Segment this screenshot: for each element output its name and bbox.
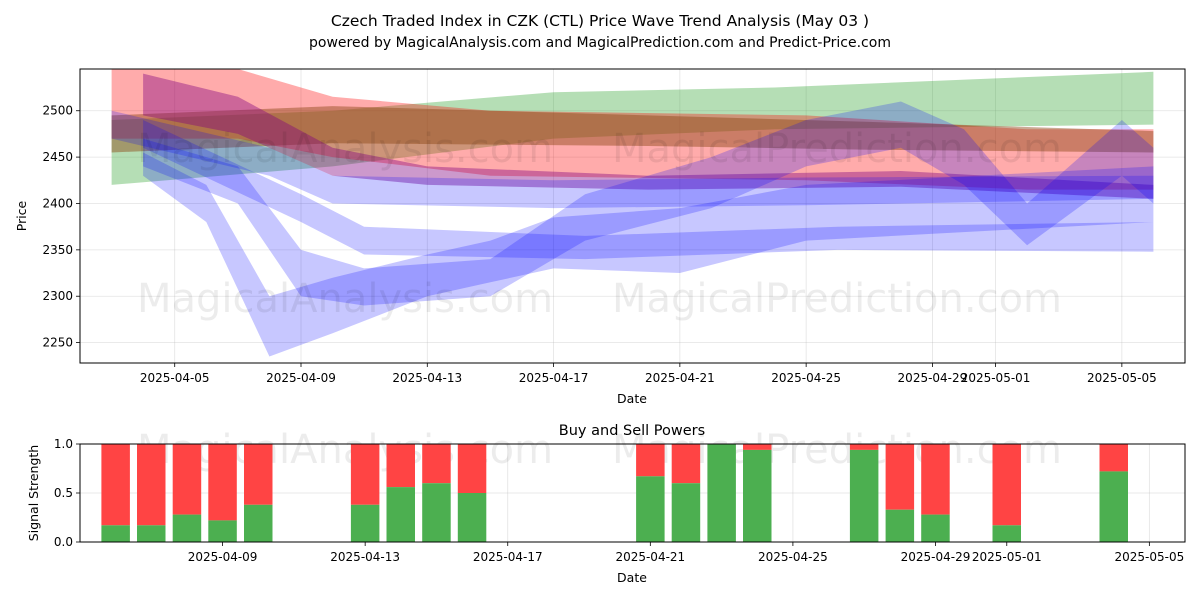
buy-bar — [101, 525, 130, 542]
buy-sell-x-tick-label: 2025-05-05 — [1114, 550, 1184, 564]
sell-bar — [921, 444, 950, 515]
buy-sell-bars — [101, 444, 1128, 542]
buy-sell-x-tick-label: 2025-04-17 — [473, 550, 543, 564]
buy-bar — [172, 514, 202, 542]
price-x-tick-label: 2025-04-21 — [645, 371, 715, 385]
sell-bar — [208, 444, 237, 521]
price-y-tick-label: 2400 — [42, 196, 73, 210]
price-y-tick-label: 2450 — [42, 150, 73, 164]
price-x-tick-label: 2025-04-13 — [392, 371, 462, 385]
price-plot-frame — [79, 68, 1186, 364]
buy-sell-x-tick-label: 2025-04-29 — [901, 550, 971, 564]
sell-bar — [422, 444, 451, 484]
sell-bar — [885, 444, 915, 510]
sell-bar — [636, 444, 665, 477]
price-band-red-1 — [111, 69, 1154, 190]
price-watermarks: MagicalAnalysis.com MagicalPrediction.co… — [137, 126, 1062, 322]
buy-bar — [636, 476, 665, 542]
sell-bar — [671, 444, 701, 484]
price-band-brown-2 — [111, 106, 1154, 153]
buy-bar — [208, 520, 237, 542]
buy-bar — [350, 504, 380, 542]
price-band-blue-4 — [111, 110, 1154, 209]
price-x-tick-label: 2025-05-05 — [1087, 371, 1157, 385]
sell-bar — [137, 444, 166, 526]
watermark-prediction-2: MagicalPrediction.com — [612, 276, 1062, 322]
buy-sell-x-tick-label: 2025-04-25 — [758, 550, 828, 564]
sell-bar — [350, 444, 380, 505]
buy-bar — [992, 525, 1021, 542]
price-x-tick-label: 2025-04-05 — [140, 371, 210, 385]
buy-sell-x-tick-label: 2025-04-13 — [330, 550, 400, 564]
sell-bar — [1099, 444, 1128, 472]
price-band-blue-6 — [143, 101, 1154, 306]
sell-bar — [457, 444, 487, 493]
buy-bar — [707, 444, 736, 542]
buy-sell-title: Buy and Sell Powers — [559, 423, 705, 439]
buy-sell-plot: Buy and Sell Powers MagicalAnalysis.com … — [26, 423, 1186, 585]
watermark-analysis: MagicalAnalysis.com — [137, 126, 553, 172]
buy-bar — [849, 449, 879, 542]
sell-bar — [386, 444, 415, 488]
price-band-blue-5 — [143, 120, 1154, 260]
buy-bar — [743, 449, 772, 542]
sell-bar — [172, 444, 202, 515]
buy-sell-x-tick-label: 2025-05-01 — [972, 550, 1042, 564]
buy-bar — [137, 525, 166, 542]
buy-bar — [921, 514, 950, 542]
price-x-tick-label: 2025-04-17 — [519, 371, 589, 385]
chart-title: Czech Traded Index in CZK (CTL) Price Wa… — [331, 12, 869, 30]
price-x-tick-label: 2025-04-25 — [771, 371, 841, 385]
sell-bar — [743, 444, 772, 450]
buy-sell-x-tick-label: 2025-04-09 — [188, 550, 258, 564]
watermark-prediction: MagicalPrediction.com — [612, 126, 1062, 172]
buy-bar — [671, 483, 701, 542]
price-y-tick-label: 2300 — [42, 289, 73, 303]
watermark-analysis-2: MagicalAnalysis.com — [137, 276, 553, 322]
buy-sell-x-ticks: 2025-04-09 2025-04-13 2025-04-17 2025-04-21… — [188, 542, 1184, 564]
price-y-tick-label: 2350 — [42, 243, 73, 257]
price-band-green-0 — [111, 71, 1154, 185]
buy-sell-y-tick-label: 0.0 — [54, 535, 73, 549]
buy-sell-y-tick-label: 1.0 — [54, 437, 73, 451]
buy-sell-y-ticks: 0.0 0.5 1.0 — [54, 437, 80, 549]
price-y-tick-label: 2250 — [42, 336, 73, 350]
price-x-tick-label: 2025-04-09 — [266, 371, 336, 385]
price-band-purple-3 — [143, 73, 1154, 199]
price-bands — [111, 69, 1154, 357]
buy-bar — [885, 509, 915, 542]
buy-bar — [1099, 471, 1128, 542]
buy-bar — [457, 493, 487, 542]
price-grid — [80, 69, 1185, 363]
price-y-tick-label: 2500 — [42, 104, 73, 118]
buy-bar — [386, 487, 415, 542]
buy-sell-y-tick-label: 0.5 — [54, 486, 73, 500]
price-x-tick-label: 2025-05-01 — [961, 371, 1031, 385]
buy-bar — [422, 483, 451, 542]
price-y-ticks: 2250 2300 2350 2400 2450 2500 — [42, 104, 80, 350]
sell-bar — [849, 444, 879, 450]
price-x-tick-label: 2025-04-29 — [898, 371, 968, 385]
price-y-label: Price — [14, 200, 29, 231]
sell-bar — [992, 444, 1021, 526]
price-x-ticks: 2025-04-05 2025-04-09 2025-04-13 2025-04-17… — [140, 363, 1157, 385]
price-wave-plot: MagicalAnalysis.com MagicalPrediction.co… — [14, 68, 1186, 406]
sell-bar — [101, 444, 130, 526]
buy-sell-y-label: Signal Strength — [26, 445, 41, 541]
price-band-blue-7 — [143, 152, 1154, 357]
buy-sell-x-tick-label: 2025-04-21 — [615, 550, 685, 564]
buy-bar — [244, 504, 273, 542]
sell-bar — [244, 444, 273, 505]
chart-subtitle: powered by MagicalAnalysis.com and Magic… — [309, 35, 891, 51]
price-x-label: Date — [617, 391, 647, 406]
buy-sell-x-label: Date — [617, 570, 647, 585]
